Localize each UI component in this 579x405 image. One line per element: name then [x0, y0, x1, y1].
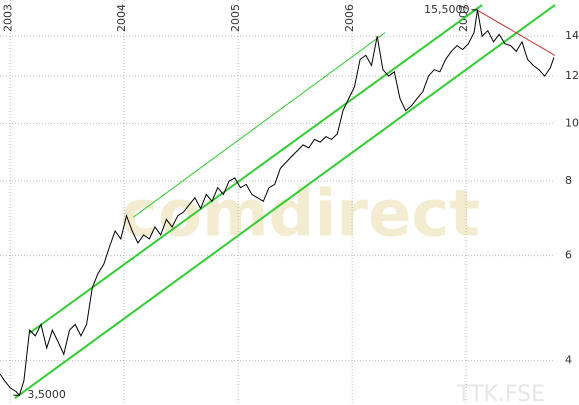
- plot-area: [0, 0, 555, 405]
- price-line: [0, 9, 555, 397]
- annotation-label: 3,5000: [27, 388, 66, 401]
- trend-line: [133, 32, 386, 218]
- trend-line: [14, 4, 556, 400]
- x-tick-label: 2006: [343, 4, 356, 32]
- symbol: TTK.FSE: [456, 382, 545, 405]
- y-tick-label: 4: [565, 354, 572, 367]
- watermark: comdirect: [120, 178, 480, 252]
- trend-line: [29, 4, 483, 334]
- x-tick-label: 2005: [229, 4, 242, 32]
- x-tick-label: 2004: [115, 4, 128, 32]
- y-tick-label: 8: [565, 174, 572, 187]
- y-tick-label: 14: [565, 29, 579, 42]
- y-tick-label: 10: [565, 116, 579, 129]
- annotation-label: 15,5000: [424, 3, 470, 16]
- x-tick-label: 2003: [1, 4, 14, 32]
- trend-line: [477, 9, 556, 56]
- y-tick-label: 12: [565, 69, 579, 82]
- y-tick-label: 6: [565, 249, 572, 262]
